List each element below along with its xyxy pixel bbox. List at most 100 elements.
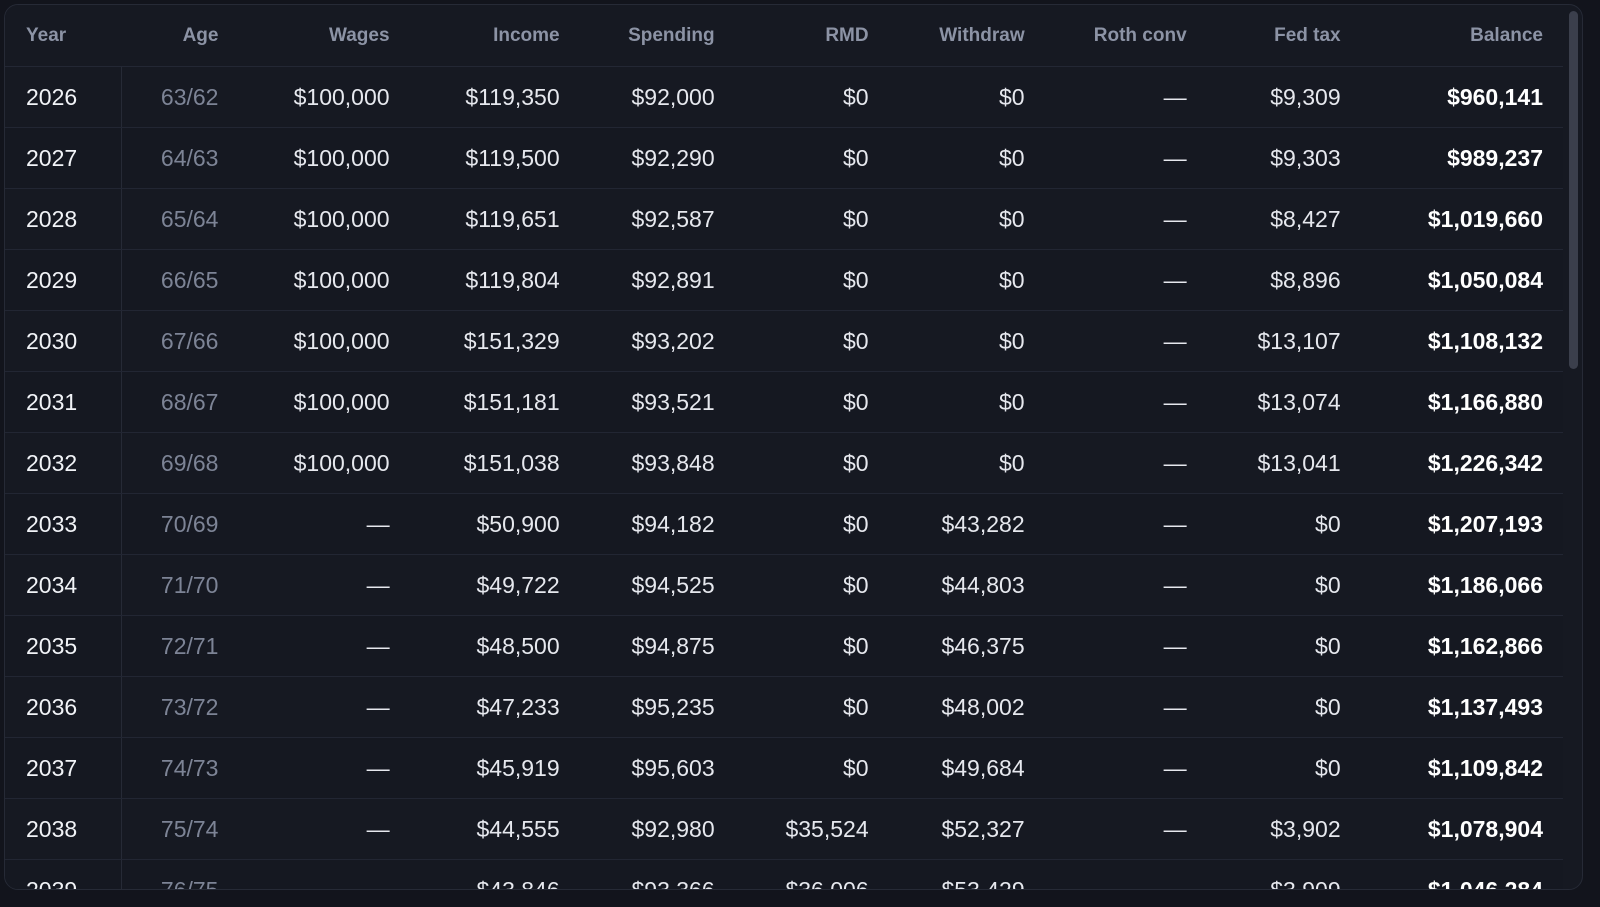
cell-fed-tax: $0 [1206, 615, 1361, 677]
cell-withdraw: $49,684 [888, 737, 1045, 799]
cell-income: $151,329 [409, 310, 580, 372]
cell-age: 71/70 [121, 554, 239, 616]
cell-withdraw: $0 [888, 188, 1045, 250]
cell-income: $47,233 [409, 676, 580, 738]
cell-withdraw: $0 [888, 310, 1045, 372]
projection-table: Year Age Wages Income Spending RMD Withdraw Rot… [5, 5, 1563, 889]
table-row: 2038 75/74— $44,555 $92,980 $35,524 $52,327— $… [5, 798, 1563, 860]
column-header-year[interactable]: Year [5, 5, 122, 67]
column-header-fed-tax[interactable]: Fed tax [1206, 5, 1361, 67]
cell-spending: $94,182 [579, 493, 735, 555]
cell-income: $119,804 [409, 249, 580, 311]
cell-wages: $100,000 [238, 249, 410, 311]
cell-income: $44,555 [409, 798, 580, 860]
column-header-spending[interactable]: Spending [579, 5, 735, 67]
cell-year: 2037 [5, 737, 123, 799]
cell-age: 72/71 [121, 615, 239, 677]
cell-wages: $100,000 [238, 127, 410, 189]
cell-balance: $1,046,284 [1360, 859, 1563, 889]
cell-roth-conv: — [1044, 310, 1207, 372]
cell-withdraw: $0 [888, 371, 1045, 433]
column-header-withdraw[interactable]: Withdraw [888, 5, 1045, 67]
cell-wages: — [238, 737, 410, 799]
cell-wages: — [238, 798, 410, 860]
cell-withdraw: $53,429 [888, 859, 1045, 889]
table-row: 2029 66/65 $100,000 $119,804 $92,891 $0 $0— $8,… [5, 249, 1563, 311]
cell-age: 67/66 [121, 310, 239, 372]
cell-income: $119,350 [409, 66, 580, 128]
table-row: 2032 69/68 $100,000 $151,038 $93,848 $0 $0— $13… [5, 432, 1563, 494]
table-scroll-area[interactable]: Year Age Wages Income Spending RMD Withdraw Rot… [5, 5, 1563, 889]
projection-table-panel: Year Age Wages Income Spending RMD Withdraw Rot… [4, 4, 1583, 890]
table-row: 2035 72/71— $48,500 $94,875 $0 $46,375— $0 $1,1… [5, 615, 1563, 677]
cell-income: $43,846 [409, 859, 580, 889]
cell-year: 2035 [5, 615, 123, 677]
column-header-wages[interactable]: Wages [238, 5, 410, 67]
cell-fed-tax: $0 [1206, 737, 1361, 799]
cell-spending: $93,521 [579, 371, 735, 433]
cell-spending: $94,875 [579, 615, 735, 677]
cell-roth-conv: — [1044, 676, 1207, 738]
table-header-row: Year Age Wages Income Spending RMD Withdraw Rot… [5, 5, 1563, 67]
cell-year: 2039 [5, 859, 123, 889]
cell-income: $49,722 [409, 554, 580, 616]
cell-rmd: $36,006 [734, 859, 889, 889]
cell-year: 2031 [5, 371, 123, 433]
cell-wages: — [238, 859, 410, 889]
table-row: 2027 64/63 $100,000 $119,500 $92,290 $0 $0— $9,… [5, 127, 1563, 189]
cell-roth-conv: — [1044, 493, 1207, 555]
cell-roth-conv: — [1044, 798, 1207, 860]
cell-roth-conv: — [1044, 615, 1207, 677]
cell-balance: $989,237 [1360, 127, 1563, 189]
cell-spending: $92,290 [579, 127, 735, 189]
cell-fed-tax: $8,427 [1206, 188, 1361, 250]
table-row: 2028 65/64 $100,000 $119,651 $92,587 $0 $0— $8,… [5, 188, 1563, 250]
cell-roth-conv: — [1044, 737, 1207, 799]
column-header-rmd[interactable]: RMD [734, 5, 889, 67]
table-row: 2031 68/67 $100,000 $151,181 $93,521 $0 $0— $13… [5, 371, 1563, 433]
cell-wages: — [238, 615, 410, 677]
cell-year: 2030 [5, 310, 123, 372]
cell-fed-tax: $13,041 [1206, 432, 1361, 494]
cell-fed-tax: $8,896 [1206, 249, 1361, 311]
cell-withdraw: $0 [888, 249, 1045, 311]
table-row: 203976/75—$43,846$93,366$36,006$53,429—$… [5, 859, 1563, 889]
column-header-age[interactable]: Age [121, 5, 239, 67]
cell-rmd: $0 [734, 371, 889, 433]
column-header-income[interactable]: Income [409, 5, 580, 67]
cell-wages: — [238, 493, 410, 555]
cell-rmd: $0 [734, 493, 889, 555]
cell-spending: $92,000 [579, 66, 735, 128]
cell-withdraw: $0 [888, 127, 1045, 189]
column-header-roth-conv[interactable]: Roth conv [1044, 5, 1207, 67]
table-row: 2036 73/72— $47,233 $95,235 $0 $48,002— $0 $1,1… [5, 676, 1563, 738]
cell-spending: $94,525 [579, 554, 735, 616]
cell-income: $119,651 [409, 188, 580, 250]
cell-spending: $95,603 [579, 737, 735, 799]
cell-age: 73/72 [121, 676, 239, 738]
cell-spending: $95,235 [579, 676, 735, 738]
table-row: 2033 70/69— $50,900 $94,182 $0 $43,282— $0 $1,2… [5, 493, 1563, 555]
table-row: 2026 63/62 $100,000 $119,350 $92,000 $0 $0— $9,… [5, 66, 1563, 128]
cell-withdraw: $43,282 [888, 493, 1045, 555]
cell-age: 63/62 [121, 66, 239, 128]
column-header-balance[interactable]: Balance [1360, 5, 1563, 67]
cell-wages: $100,000 [238, 371, 410, 433]
cell-balance: $1,186,066 [1360, 554, 1563, 616]
cell-year: 2027 [5, 127, 123, 189]
cell-year: 2034 [5, 554, 123, 616]
cell-rmd: $0 [734, 249, 889, 311]
cell-income: $151,181 [409, 371, 580, 433]
cell-roth-conv: — [1044, 554, 1207, 616]
cell-withdraw: $0 [888, 66, 1045, 128]
scrollbar-thumb[interactable] [1569, 11, 1578, 369]
cell-balance: $1,162,866 [1360, 615, 1563, 677]
cell-age: 69/68 [121, 432, 239, 494]
cell-fed-tax: $3,902 [1206, 798, 1361, 860]
cell-balance: $1,078,904 [1360, 798, 1563, 860]
cell-spending: $93,202 [579, 310, 735, 372]
cell-age: 64/63 [121, 127, 239, 189]
vertical-scrollbar[interactable] [1569, 11, 1578, 883]
cell-rmd: $0 [734, 310, 889, 372]
cell-rmd: $0 [734, 432, 889, 494]
